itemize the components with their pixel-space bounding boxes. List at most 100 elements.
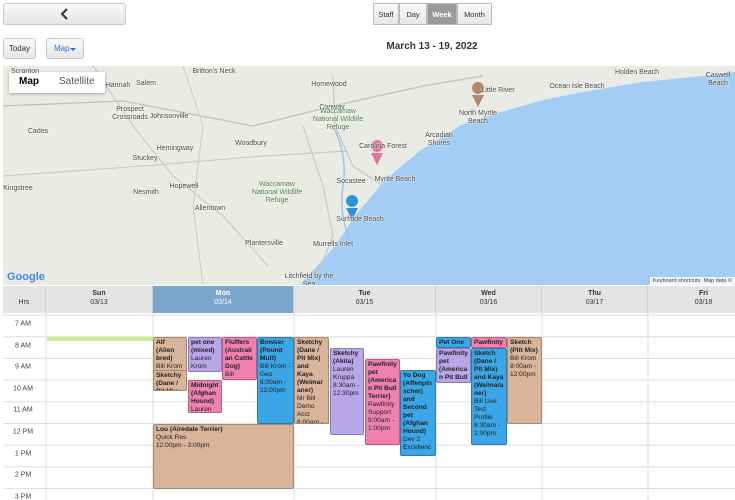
map: Map Satellite Scranton Britton's Neck Hann…: [3, 66, 735, 285]
ocean: [300, 72, 735, 285]
view-button[interactable]: Day: [399, 3, 427, 25]
event-detail: Bill Krom - Geo: [260, 363, 291, 378]
hour-label: 1 PM: [14, 450, 32, 458]
hour-label: 8 AM: [15, 342, 31, 350]
map-label: Britton's Neck: [192, 68, 236, 75]
map-label: Cades: [27, 128, 49, 135]
view-button[interactable]: Month: [457, 3, 492, 25]
event[interactable]: Pawfinity pet (American Pit Bull: [436, 347, 471, 383]
event-detail: 8:30am - 1:00pm: [474, 421, 501, 437]
event-title: Pawfinity: [474, 339, 503, 346]
map-pin[interactable]: [346, 195, 359, 220]
event-detail: 8:00am - 12:00pm: [510, 363, 537, 378]
event[interactable]: Pawfinity: [471, 337, 507, 348]
event-detail: 9:00am - 1:00pm: [368, 416, 395, 432]
day-header: Mon 03/14: [153, 286, 294, 313]
hour-label: 12 PM: [12, 428, 34, 436]
hour-label: 7 AM: [15, 320, 31, 328]
hours-header: Hrs: [3, 286, 46, 313]
map-label: Caswell Beach: [705, 72, 731, 87]
hour-label: 3 PM: [14, 493, 32, 500]
day-header: Thu 03/17: [542, 286, 648, 313]
day-date: 03/16: [479, 299, 498, 306]
map-label: Arcadian Shores: [425, 132, 453, 147]
day-date: 03/17: [585, 299, 604, 306]
event[interactable]: Sketchy (Dane / Pit Mix) and Kaya (Weima…: [294, 337, 329, 424]
view-button[interactable]: Staff: [373, 3, 399, 25]
today-button[interactable]: Today: [3, 38, 36, 59]
back-button[interactable]: [3, 3, 126, 25]
event[interactable]: Pawfinity pet (American Pit Bull Terrier…: [365, 358, 400, 446]
event-title: Pawfinity pet (American Pit Bull Terrier…: [368, 360, 397, 400]
map-toggle[interactable]: Map: [46, 38, 84, 59]
event-detail: 8:00am - 12:00pm: [297, 419, 324, 424]
event[interactable]: Pet One: [436, 337, 471, 348]
event-detail: 8:00am - 12:00pm: [260, 379, 287, 394]
view-button[interactable]: Week: [427, 3, 457, 25]
event[interactable]: Sketch (Pitt Mix) Bill Krom 8:00am - 12:00…: [507, 337, 542, 424]
event-detail: Bill Krom: [156, 363, 183, 370]
day-date: 03/15: [355, 299, 374, 306]
day-header: Wed 03/16: [436, 286, 542, 313]
map-data: Map data ©: [703, 278, 732, 284]
day-date: 03/14: [214, 299, 232, 306]
event-title: Sketch (Pitt Mix): [510, 339, 538, 354]
google-logo: Google: [7, 271, 45, 283]
event-detail: Lauren Krom: [191, 355, 212, 370]
map-label: Hannah: [105, 82, 131, 89]
map-label: Allentown: [194, 205, 226, 212]
map-label: Homewood: [311, 81, 347, 88]
map-type-button[interactable]: Map: [19, 76, 39, 87]
day-header: Fri 03/18: [648, 286, 735, 313]
map-label: Waccamaw National Wildlife Refuge: [312, 108, 364, 131]
day-date: 03/18: [694, 299, 713, 306]
event-title: Pet One: [439, 339, 464, 346]
event-detail: 8:30am - 12:30pm: [333, 381, 360, 397]
map-label: Nesmith: [133, 189, 159, 196]
hour-label: 11 AM: [13, 406, 33, 414]
map-label: Plantersville: [245, 240, 283, 247]
event[interactable]: Bowser (Pound Mutt) Bill Krom - Geo 8:00am…: [257, 337, 294, 424]
event-title: Fluffers (Australian Cattle Dog): [225, 339, 253, 370]
event-title: Bowser (Pound Mutt): [260, 339, 284, 362]
caret: [70, 48, 76, 54]
event-detail: 12:00pm - 3:00pm: [156, 441, 210, 449]
day-name: Mon: [215, 290, 231, 297]
event-detail: Bill: [225, 371, 234, 378]
map-label: Woodbury: [235, 140, 267, 147]
event-title: Sketchy (Dane / Pit Mix) and Kaya (Weima…: [297, 339, 323, 394]
map-label: Little River: [481, 87, 515, 94]
map-pin[interactable]: [371, 140, 384, 165]
event[interactable]: Midnight (Afghan Hound) Lauren: [188, 380, 222, 413]
map-type-button[interactable]: Satellite: [59, 76, 95, 87]
day-name: Sun: [92, 290, 106, 297]
day-name: Thu: [588, 290, 601, 297]
day-name: Wed: [481, 290, 496, 297]
hour-label: 9 AM: [15, 363, 31, 371]
map-label: North Myrtle Beach: [458, 110, 498, 125]
map-pin[interactable]: [472, 82, 485, 107]
map-label: Kingstree: [3, 185, 33, 192]
map-label: Socastee: [336, 178, 366, 185]
map-label: Ocean Isle Beach: [549, 83, 605, 90]
event-detail: Mr Bill Demo Acct: [297, 395, 316, 418]
event[interactable]: Yo Dog (Affenpinscher) and Second pet (A…: [400, 369, 436, 457]
event-detail: 8:00am -: [191, 371, 219, 372]
event[interactable]: Fluffers (Australian Cattle Dog) Bill: [222, 337, 257, 381]
map-label: Hemingway: [156, 145, 194, 152]
event[interactable]: Sketchy (Akita) Lauren Kruppa 8:30am - 12:…: [330, 347, 364, 435]
map-label: Litchfield by the Sea: [284, 273, 334, 285]
event[interactable]: Lou (Airedale Terrier) Quick Res 12:00pm -…: [153, 423, 294, 489]
event-detail: Quick Res: [156, 433, 187, 441]
event-detail: Dev 2 Excellenc: [403, 435, 432, 451]
event-title: Lou (Airedale Terrier): [156, 425, 223, 433]
event[interactable]: Sketchy (Dane / Pit Mix: [153, 369, 187, 392]
event[interactable]: Sketch (Dane / Pit Mix) and Kaya (Weimar…: [471, 347, 507, 446]
keyboard-shortcuts[interactable]: Keyboard shortcuts: [653, 278, 701, 284]
event-title: Yo Dog (Affenpinscher) and Second pet (A…: [403, 371, 432, 435]
event-detail: Lauren Kruppa: [333, 365, 355, 381]
day-name: Tue: [358, 290, 371, 297]
map-label: Salem: [136, 80, 156, 87]
map-type-control: Map Satellite: [9, 72, 105, 93]
